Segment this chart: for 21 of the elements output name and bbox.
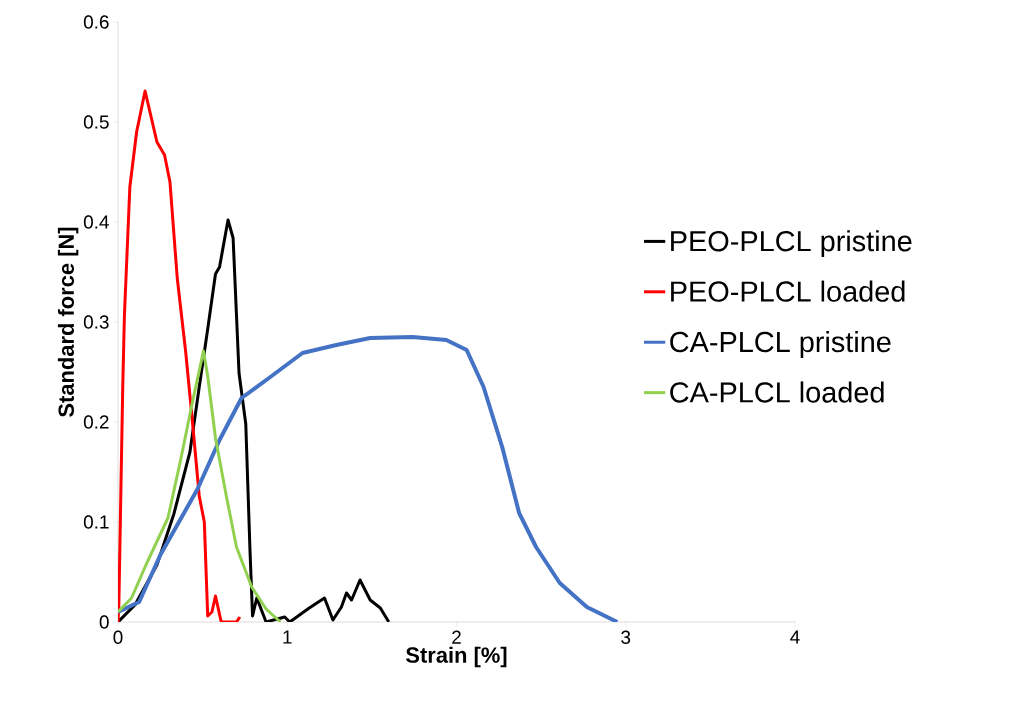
x-axis-title: Strain [%] xyxy=(405,646,507,668)
y-tick-label: 0.1 xyxy=(83,515,109,529)
legend-label: CA-PLCL pristine xyxy=(670,331,891,358)
x-tick-label: 2 xyxy=(452,630,461,644)
line-series xyxy=(118,89,242,622)
x-tick-label: 3 xyxy=(621,630,631,644)
y-tick-label: 0.2 xyxy=(83,415,109,429)
line-series xyxy=(118,335,620,622)
y-tick-label: 0.5 xyxy=(83,115,109,129)
y-axis-title: Standard force [N] xyxy=(57,227,79,417)
y-tick-label: 0 xyxy=(99,615,109,629)
line-series xyxy=(118,349,282,622)
y-tick-label: 0.4 xyxy=(83,215,109,229)
x-tick-label: 0 xyxy=(113,630,123,644)
x-tick-label: 4 xyxy=(790,630,800,644)
y-tick-label: 0.6 xyxy=(83,15,109,29)
legend-label: PEO-PLCL loaded xyxy=(671,280,905,302)
legend-label: PEO-PLCL pristine xyxy=(671,230,912,258)
x-tick-label: 1 xyxy=(283,630,292,644)
y-tick-label: 0.3 xyxy=(83,315,109,329)
legend-label: CA-PLCL loaded xyxy=(670,381,884,403)
